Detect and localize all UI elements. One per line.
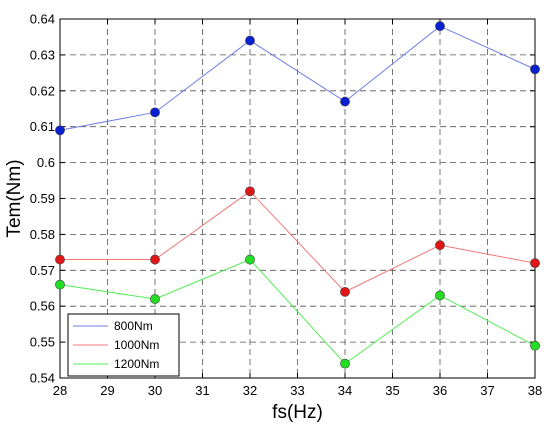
x-tick-label: 31 xyxy=(195,383,209,398)
y-tick-label: 0.62 xyxy=(30,83,55,98)
y-tick-label: 0.55 xyxy=(30,335,55,350)
y-tick-label: 0.54 xyxy=(30,371,55,386)
data-point xyxy=(435,240,445,251)
data-point xyxy=(245,254,255,265)
series-line xyxy=(59,258,536,365)
series-2 xyxy=(55,254,540,369)
data-point xyxy=(55,279,65,290)
series-line xyxy=(60,190,536,293)
data-point xyxy=(150,294,160,304)
data-point xyxy=(340,96,350,107)
series-line xyxy=(59,25,536,131)
data-point xyxy=(55,125,65,136)
x-axis-label: fs(Hz) xyxy=(272,402,323,423)
legend-label: 800Nm xyxy=(114,319,153,333)
x-tick-label: 36 xyxy=(433,383,447,398)
data-point xyxy=(435,21,445,32)
x-tick-label: 30 xyxy=(148,383,162,398)
data-point xyxy=(530,258,540,269)
y-tick-label: 0.6 xyxy=(37,155,55,170)
data-point xyxy=(530,64,540,75)
data-point xyxy=(150,254,160,265)
y-tick-label: 0.58 xyxy=(30,227,55,242)
data-point xyxy=(340,286,350,297)
data-point xyxy=(245,35,255,46)
series-1 xyxy=(55,186,540,297)
legend: 800Nm 1000Nm 1200Nm xyxy=(67,313,180,377)
y-tick-label: 0.57 xyxy=(30,263,55,278)
x-tick-label: 34 xyxy=(338,383,352,398)
data-point xyxy=(530,340,540,351)
axis-ticks: 28 29 30 31 32 33 34 35 36 37 38 0.54 0.55 0.56 0.57 0.… xyxy=(30,12,543,399)
data-point xyxy=(435,290,445,301)
y-tick-label: 0.56 xyxy=(30,299,55,314)
x-tick-label: 33 xyxy=(290,383,304,398)
x-tick-label: 37 xyxy=(480,383,494,398)
legend-label: 1200Nm xyxy=(114,357,159,371)
y-tick-label: 0.64 xyxy=(30,12,55,27)
y-tick-label: 0.63 xyxy=(30,47,55,62)
series-0 xyxy=(55,21,540,136)
x-tick-label: 35 xyxy=(385,383,399,398)
grid xyxy=(60,19,535,378)
y-tick-label: 0.61 xyxy=(30,119,55,134)
x-tick-label: 38 xyxy=(528,383,542,398)
y-tick-label: 0.59 xyxy=(30,191,55,206)
data-point xyxy=(245,186,255,197)
y-axis-label: Tem(Nm) xyxy=(4,159,25,237)
data-point xyxy=(150,107,160,118)
series-group xyxy=(55,21,540,369)
data-point xyxy=(55,254,65,265)
x-tick-label: 29 xyxy=(100,383,114,398)
legend-label: 1000Nm xyxy=(114,338,159,352)
x-tick-label: 32 xyxy=(243,383,257,398)
data-point xyxy=(340,358,350,369)
x-tick-label: 28 xyxy=(53,383,67,398)
